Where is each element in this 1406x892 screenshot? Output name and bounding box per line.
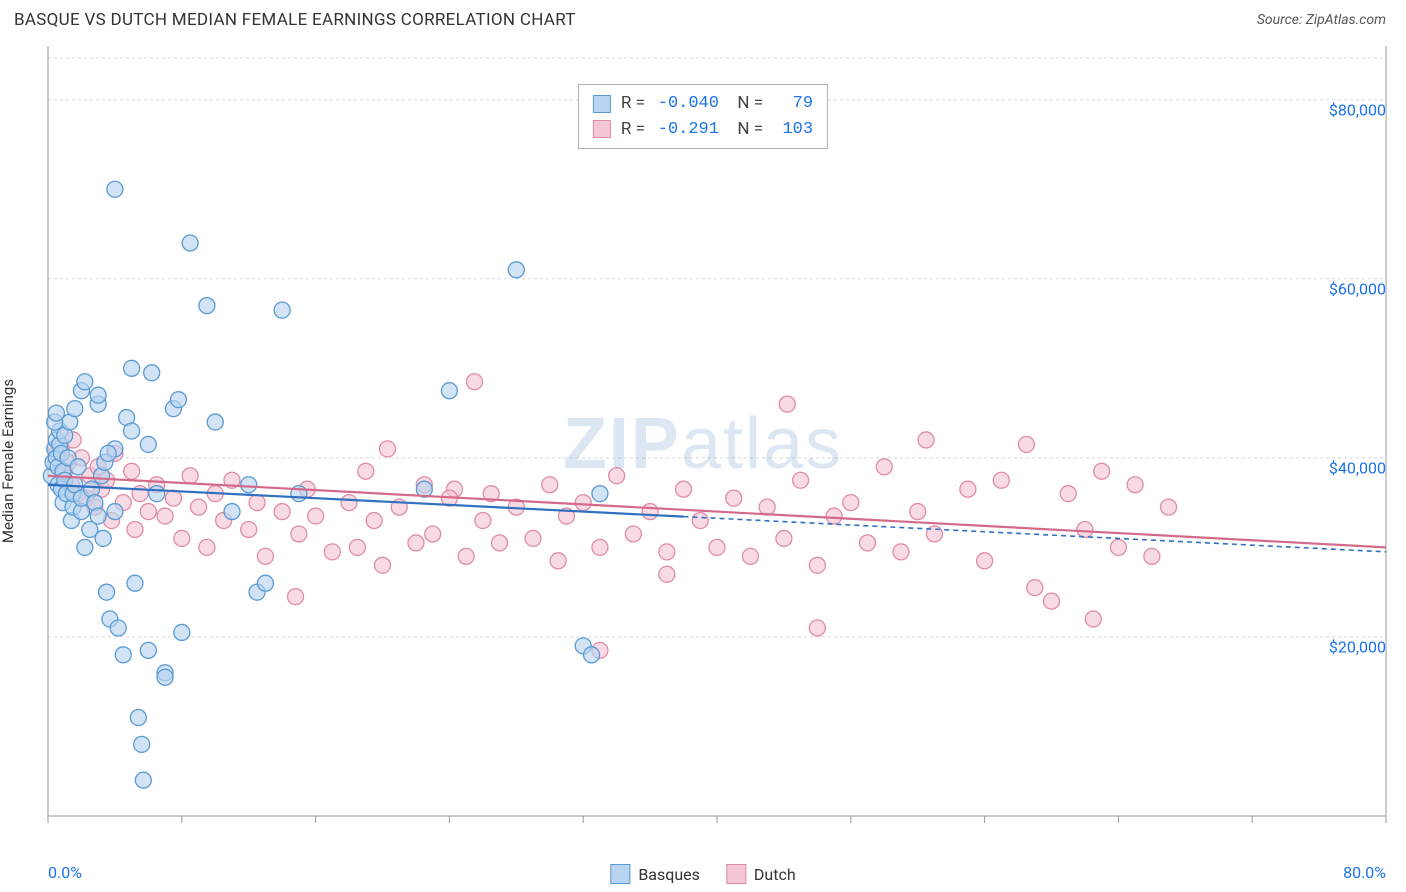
n-label: N = (729, 91, 763, 117)
r-label: R = (621, 91, 645, 117)
stats-row-dutch: R = -0.291 N = 103 (593, 117, 813, 143)
legend-item-dutch: Dutch (726, 864, 796, 884)
basque-legend-label: Basques (638, 865, 700, 884)
n-label: N = (729, 117, 763, 143)
ytick-40k: $40,000 (1329, 458, 1386, 477)
basque-r-value: -0.040 (655, 91, 719, 117)
stats-legend: R = -0.040 N = 79 R = -0.291 N = 103 (578, 84, 828, 149)
r-label: R = (621, 117, 645, 143)
x-axis-max-label: 80.0% (1343, 863, 1386, 882)
series-legend: Basques Dutch (610, 864, 795, 884)
source-attribution: Source: ZipAtlas.com (1257, 12, 1386, 28)
dutch-n-value: 103 (773, 117, 813, 143)
basque-legend-swatch (610, 864, 630, 884)
scatter-chart (0, 36, 1406, 846)
legend-item-basque: Basques (610, 864, 700, 884)
dutch-swatch (593, 120, 611, 138)
ytick-80k: $80,000 (1329, 100, 1386, 119)
dutch-legend-swatch (726, 864, 746, 884)
ytick-20k: $20,000 (1329, 637, 1386, 656)
dutch-legend-label: Dutch (754, 865, 796, 884)
y-axis-label: Median Female Earnings (0, 379, 17, 543)
chart-area: Median Female Earnings ZIPatlas R = -0.0… (0, 36, 1406, 886)
ytick-60k: $60,000 (1329, 279, 1386, 298)
basque-swatch (593, 95, 611, 113)
dutch-r-value: -0.291 (655, 117, 719, 143)
stats-row-basque: R = -0.040 N = 79 (593, 91, 813, 117)
x-axis-min-label: 0.0% (48, 863, 82, 882)
basque-n-value: 79 (773, 91, 813, 117)
chart-title: BASQUE VS DUTCH MEDIAN FEMALE EARNINGS C… (14, 10, 576, 30)
